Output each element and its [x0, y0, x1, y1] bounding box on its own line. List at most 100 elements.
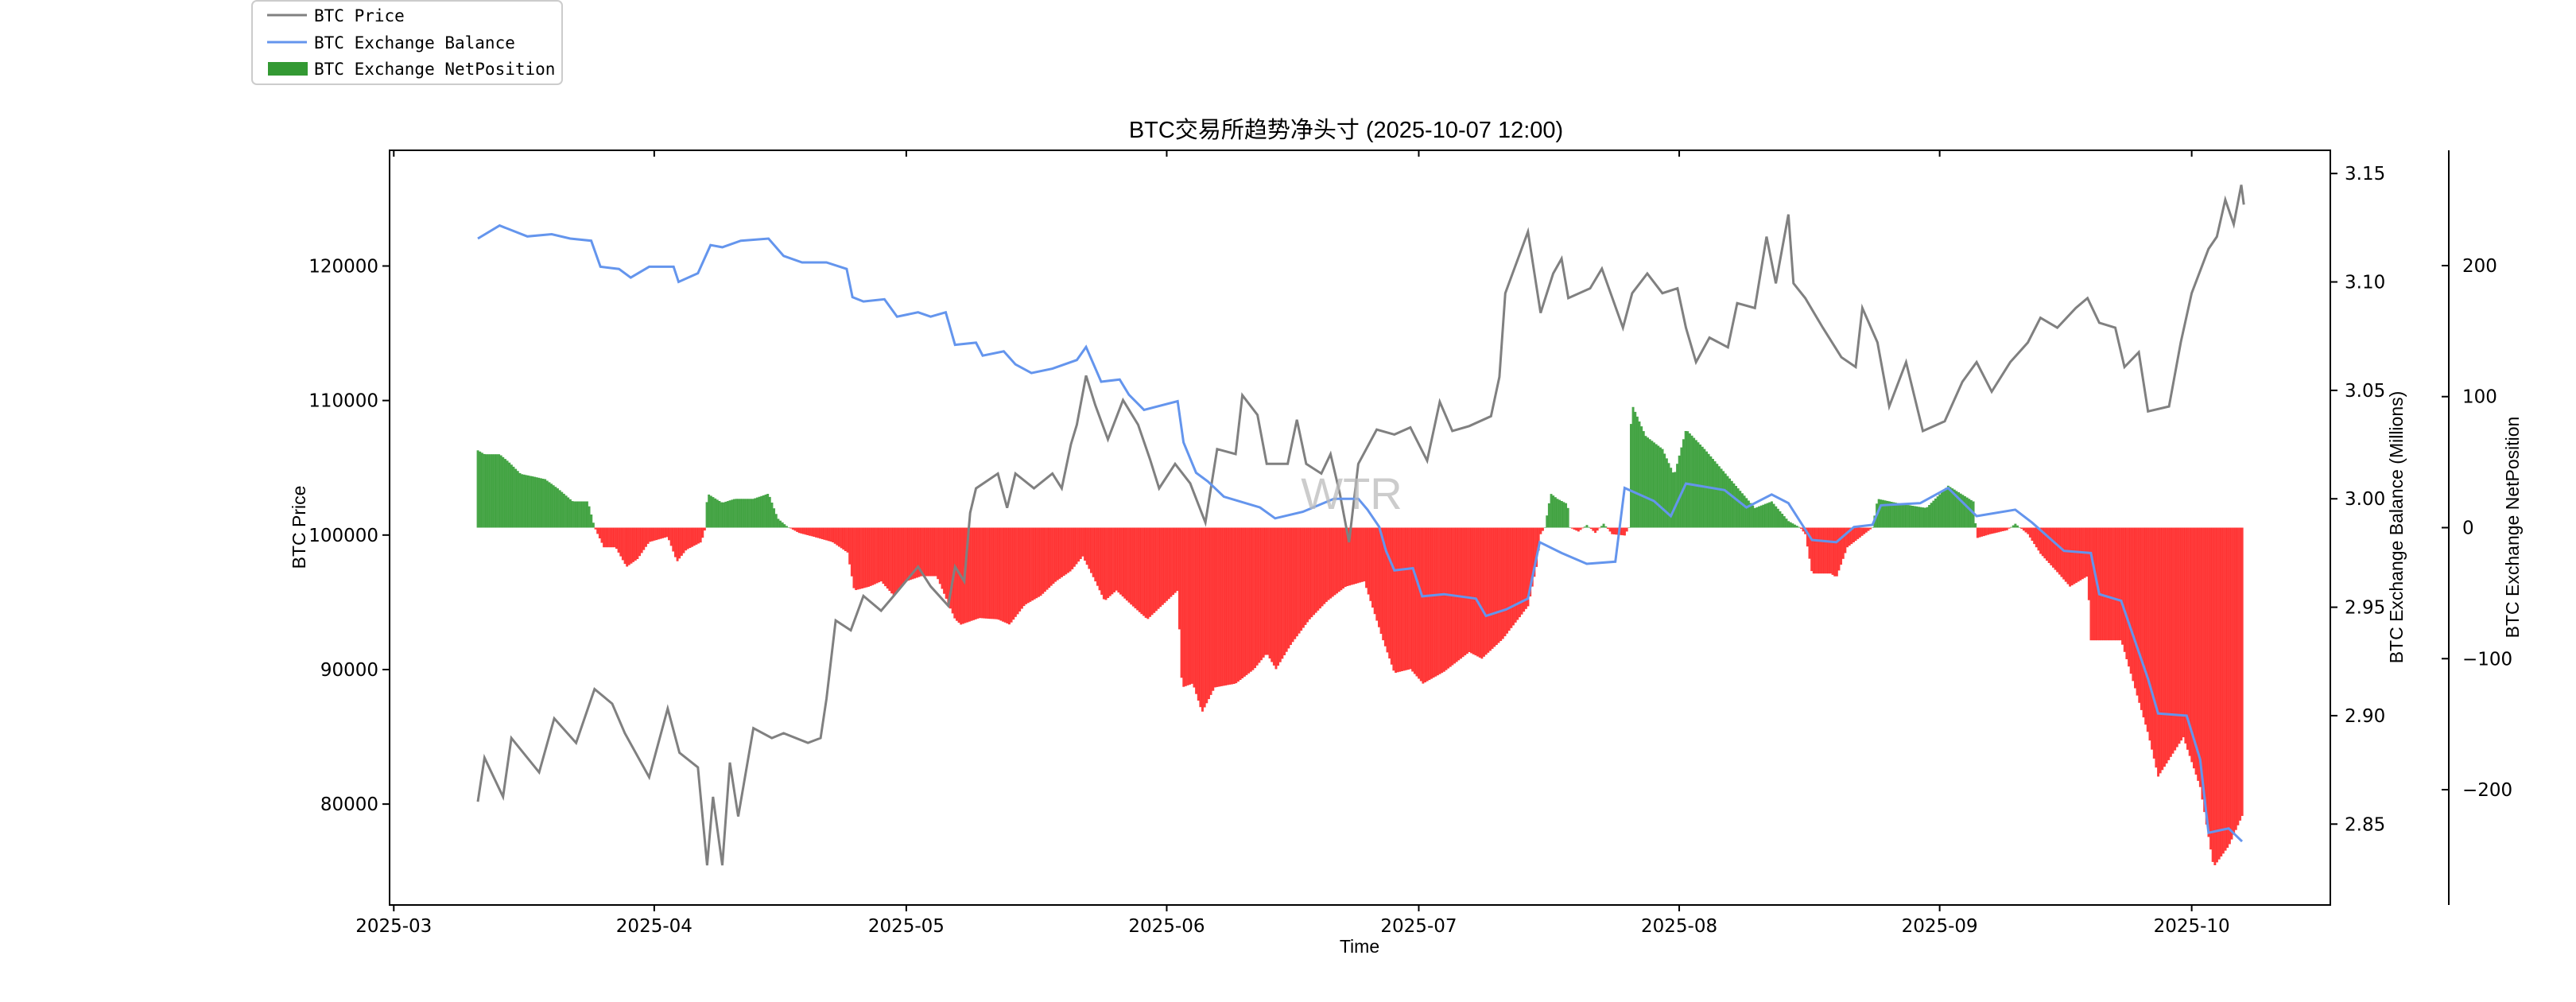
netposition-bar — [611, 527, 614, 548]
netposition-bar — [999, 527, 1003, 621]
netposition-bar — [1671, 472, 1674, 528]
netposition-bar — [1776, 508, 1779, 528]
netposition-bar — [937, 527, 940, 580]
netposition-bar — [1684, 431, 1687, 528]
netposition-bar — [2203, 527, 2206, 813]
netposition-bar — [1619, 527, 1622, 535]
netposition-bar — [1594, 527, 1597, 534]
netposition-bar — [901, 527, 904, 587]
netposition-bar — [2129, 527, 2132, 674]
netposition-bar — [1814, 527, 1818, 574]
netposition-bar — [2047, 527, 2050, 563]
netposition-bar — [655, 527, 658, 541]
netposition-bar — [1123, 527, 1127, 599]
netposition-bar — [1143, 527, 1146, 616]
netposition-bar — [1625, 527, 1628, 532]
netposition-bar — [980, 527, 983, 619]
netposition-bar — [2240, 527, 2244, 816]
netposition-bar — [1779, 511, 1782, 528]
netposition-bar — [949, 527, 952, 609]
netposition-bar — [1627, 527, 1631, 528]
netposition-bar — [584, 501, 587, 528]
netposition-bar — [2020, 527, 2023, 530]
balance-tick-label: 2.85 — [2345, 814, 2385, 835]
netposition-bar — [787, 527, 790, 528]
netposition-bar — [1081, 527, 1084, 557]
netposition-bar — [1274, 527, 1278, 670]
netposition-bar — [840, 527, 843, 549]
netposition-bar — [1741, 493, 1744, 528]
legend-netposition-label: BTC Exchange NetPosition — [314, 60, 555, 79]
netposition-bar — [1146, 527, 1150, 619]
netposition-bar — [1880, 499, 1883, 528]
netposition-bar — [1606, 527, 1609, 530]
netposition-bar — [2234, 527, 2237, 830]
netposition-bar — [678, 527, 681, 559]
netposition-bar — [817, 527, 820, 538]
netposition-bar — [1846, 527, 1849, 548]
netposition-bar — [636, 527, 639, 559]
netposition-bar — [1195, 527, 1198, 694]
netposition-bar — [1612, 527, 1616, 534]
netposition-bar — [626, 527, 629, 567]
netposition-bar — [1529, 527, 1532, 596]
netposition-bar — [676, 527, 679, 561]
netposition-bar — [754, 498, 757, 528]
netposition-bar — [898, 527, 902, 589]
netposition-bar — [1247, 527, 1251, 674]
netposition-bar — [1413, 527, 1416, 674]
netposition-bar — [2093, 527, 2097, 641]
netposition-bar — [1592, 527, 1595, 531]
netposition-bar — [1663, 453, 1666, 528]
netposition-bar — [1213, 527, 1216, 688]
netposition-bar — [1854, 527, 1857, 541]
netposition-bar — [1907, 505, 1910, 528]
netposition-bars — [476, 406, 2244, 865]
netposition-bar — [859, 527, 862, 589]
netposition-bar — [1255, 527, 1259, 666]
netposition-bar — [1581, 527, 1585, 529]
netposition-bar — [1438, 527, 1441, 674]
netposition-bar — [2165, 527, 2168, 764]
netposition-bar — [731, 499, 734, 528]
netposition-bar — [2221, 527, 2225, 854]
netposition-bar — [1127, 527, 1131, 603]
netposition-bar — [1493, 527, 1496, 647]
netposition-bar — [2046, 527, 2048, 561]
netposition-bar — [1936, 496, 1939, 528]
netposition-bar — [915, 527, 918, 578]
balance-tick-label: 3.05 — [2345, 381, 2385, 402]
netposition-bar — [1928, 505, 1931, 528]
netposition-bar — [846, 527, 849, 553]
netposition-bar — [1974, 523, 1977, 528]
netposition-bar — [1350, 527, 1353, 585]
netposition-bar — [821, 527, 824, 539]
netposition-bar — [2100, 527, 2103, 641]
netposition-bar — [779, 520, 782, 528]
netposition-bar — [984, 527, 987, 619]
netposition-bar — [2106, 527, 2109, 641]
netposition-bar — [1775, 506, 1778, 528]
netposition-bar — [1565, 503, 1568, 528]
netposition-bar — [1329, 527, 1333, 599]
netposition-bar — [1844, 527, 1847, 553]
netposition-bar — [1020, 527, 1023, 609]
legend: BTC Price BTC Exchange Balance BTC Excha… — [251, 0, 563, 85]
netposition-bar — [642, 527, 646, 550]
netposition-bar — [1205, 527, 1208, 704]
netposition-bar — [1575, 527, 1578, 531]
netposition-bar — [596, 527, 599, 534]
netposition-bar — [2146, 527, 2149, 732]
netposition-bar — [968, 527, 971, 622]
netposition-bar — [544, 479, 547, 528]
netposition-bar — [1396, 527, 1399, 673]
netposition-bar — [1661, 449, 1664, 528]
netposition-bar — [2180, 527, 2183, 741]
netposition-bar — [561, 491, 564, 528]
netposition-bar — [480, 452, 483, 528]
netposition-bar — [1602, 523, 1605, 528]
netposition-bar — [815, 527, 817, 538]
netposition-bar — [1067, 527, 1069, 573]
netposition-bar — [682, 527, 685, 553]
netposition-bar — [535, 477, 538, 528]
